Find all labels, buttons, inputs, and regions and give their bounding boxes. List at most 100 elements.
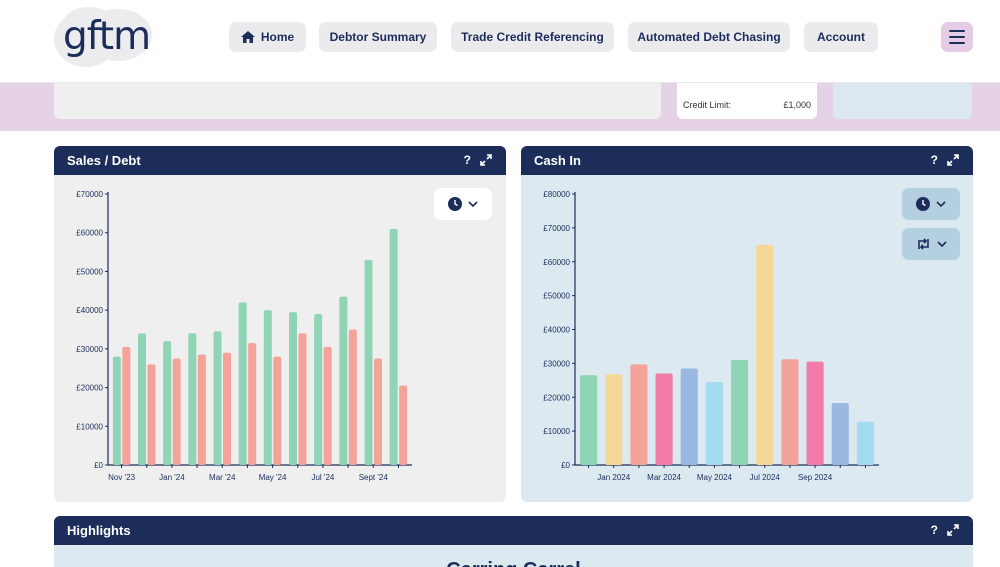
x-tick-label: May 2024: [697, 473, 733, 482]
time-period-dropdown[interactable]: [902, 188, 960, 220]
bar: [163, 341, 172, 465]
nav-automated-debt-chasing-button[interactable]: Automated Debt Chasing: [628, 22, 790, 52]
bar: [348, 329, 357, 465]
sales-debt-chart: £0 £10000 £20000 £30000 £40000 £50000 £60000 £7…: [76, 190, 412, 482]
bar: [223, 352, 231, 465]
highlights-panel: Highlights ? Carring Carrel: [54, 516, 973, 567]
x-tick-label: Nov '23: [108, 473, 135, 482]
cash-in-chart: £0 £10000 £20000 £30000 £40000 £50000 £60000 £7…: [543, 190, 879, 482]
top-navigation-bar: gftm Home Debtor Summary Trade Credit Re…: [0, 0, 1000, 83]
bar: [197, 354, 206, 465]
x-tick-label: Mar '24: [209, 473, 236, 482]
y-tick-label: £20000: [543, 393, 570, 402]
y-tick-label: £10000: [76, 422, 103, 431]
x-tick-label: Mar 2024: [647, 473, 681, 482]
x-tick-label: Jan 2024: [597, 473, 630, 482]
bar: [213, 331, 222, 465]
help-icon[interactable]: ?: [930, 523, 938, 537]
bar: [273, 356, 282, 465]
expand-icon[interactable]: [947, 154, 959, 166]
y-tick-label: £30000: [543, 359, 570, 368]
cash-in-header: Cash In ?: [521, 146, 973, 175]
bar: [856, 421, 874, 465]
x-tick-label: Jul '24: [311, 473, 334, 482]
bar: [655, 373, 673, 465]
bar: [680, 368, 698, 465]
highlights-title: Highlights: [67, 523, 131, 538]
summary-strip: Credit Limit: £1,000: [0, 83, 1000, 131]
expand-icon[interactable]: [480, 154, 492, 166]
summary-card-right: [833, 83, 972, 119]
clock-icon: [448, 197, 462, 211]
bar: [731, 359, 749, 465]
y-tick-label: £40000: [543, 326, 570, 335]
bar: [705, 382, 723, 465]
chevron-down-icon: [936, 201, 946, 207]
sales-debt-title: Sales / Debt: [67, 153, 141, 168]
x-tick-label: Jul 2024: [750, 473, 781, 482]
bar: [248, 343, 257, 465]
bar: [122, 346, 131, 465]
bar: [289, 312, 297, 465]
time-period-dropdown[interactable]: [434, 188, 492, 220]
nav-home-button[interactable]: Home: [229, 22, 306, 52]
bar: [605, 374, 623, 465]
y-tick-label: £0: [94, 461, 103, 470]
credit-limit-card: Credit Limit: £1,000: [677, 83, 817, 119]
bar: [364, 259, 373, 465]
x-tick-label: Sep 2024: [798, 473, 833, 482]
compare-dropdown[interactable]: [902, 228, 960, 260]
bar: [781, 359, 799, 465]
y-tick-label: £0: [561, 461, 570, 470]
clock-icon: [916, 197, 930, 211]
sales-debt-panel: Sales / Debt ? £0 £10000 £20000 £30000 £4000…: [54, 146, 506, 502]
bar: [806, 361, 824, 465]
x-tick-label: Jan '24: [159, 473, 185, 482]
y-tick-label: £50000: [543, 292, 570, 301]
highlights-header: Highlights ?: [54, 516, 973, 545]
bar: [339, 296, 348, 465]
gftm-logo[interactable]: gftm: [54, 7, 154, 67]
y-tick-label: £60000: [76, 229, 103, 238]
bar: [756, 244, 774, 465]
y-tick-label: £60000: [543, 258, 570, 267]
x-tick-label: May '24: [259, 473, 287, 482]
hamburger-menu-button[interactable]: [941, 22, 973, 52]
expand-icon[interactable]: [947, 524, 959, 536]
y-tick-label: £40000: [76, 306, 103, 315]
nav-debt-chasing-label: Automated Debt Chasing: [637, 30, 781, 44]
y-tick-label: £80000: [543, 190, 570, 199]
nav-account-label: Account: [817, 30, 865, 44]
cash-in-title: Cash In: [534, 153, 581, 168]
bar: [323, 346, 332, 465]
nav-account-button[interactable]: Account: [804, 22, 878, 52]
nav-debtor-summary-button[interactable]: Debtor Summary: [319, 22, 437, 52]
x-tick-label: Sept '24: [359, 473, 389, 482]
y-tick-label: £10000: [543, 427, 570, 436]
nav-trade-credit-label: Trade Credit Referencing: [461, 30, 604, 44]
nav-trade-credit-referencing-button[interactable]: Trade Credit Referencing: [451, 22, 614, 52]
bar: [112, 356, 121, 465]
bar: [138, 333, 146, 465]
y-tick-label: £50000: [76, 267, 103, 276]
y-tick-label: £30000: [76, 345, 103, 354]
cash-in-panel: Cash In ? £0 £10000 £20000 £30000 £40000 £500…: [521, 146, 973, 502]
bar: [580, 375, 598, 465]
home-icon: [240, 31, 255, 43]
nav-debtor-summary-label: Debtor Summary: [329, 30, 427, 44]
nav-home-label: Home: [260, 30, 295, 44]
logo-text: gftm: [63, 14, 151, 59]
bar: [172, 358, 181, 465]
y-tick-label: £70000: [543, 224, 570, 233]
help-icon[interactable]: ?: [463, 153, 471, 167]
bar: [630, 364, 648, 465]
sales-debt-header: Sales / Debt ?: [54, 146, 506, 175]
bar: [314, 314, 323, 465]
credit-limit-label: Credit Limit:: [683, 100, 732, 110]
credit-limit-value: £1,000: [783, 100, 811, 110]
bar: [298, 333, 307, 465]
bar: [399, 385, 408, 465]
bar: [147, 364, 156, 465]
help-icon[interactable]: ?: [930, 153, 938, 167]
y-tick-label: £20000: [76, 384, 103, 393]
